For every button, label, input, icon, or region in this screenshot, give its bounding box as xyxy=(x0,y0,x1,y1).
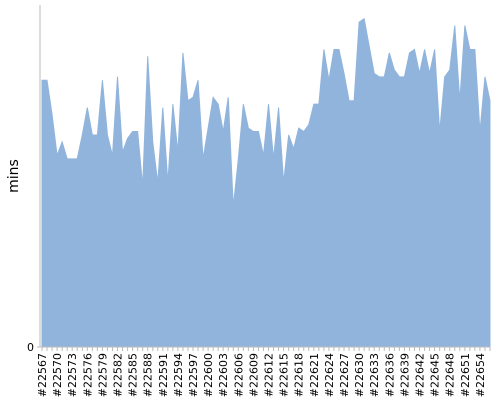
x-tick-label: #22573 xyxy=(66,353,79,397)
x-tick-label: #22642 xyxy=(414,353,427,397)
x-tick-label: #22633 xyxy=(368,353,381,397)
y-axis-label: mins xyxy=(6,159,22,193)
x-tick-label: #22621 xyxy=(308,353,321,397)
x-tick-label: #22594 xyxy=(172,353,185,397)
x-tick-label: #22645 xyxy=(429,353,442,397)
x-tick-label: #22624 xyxy=(323,353,336,397)
area xyxy=(41,17,491,348)
x-tick-label: #22648 xyxy=(444,353,457,397)
x-tick-label: #22603 xyxy=(217,353,230,397)
x-tick-label: #22630 xyxy=(353,353,366,397)
x-tick-label: #22636 xyxy=(383,353,396,397)
x-tick-label: #22585 xyxy=(127,353,140,397)
x-tick-label: #22588 xyxy=(142,353,155,397)
x-tick-label: #22627 xyxy=(338,353,351,397)
x-tick-label: #22606 xyxy=(232,353,245,397)
x-tick-label: #22651 xyxy=(459,353,472,397)
x-tick-label: #22576 xyxy=(81,353,94,397)
x-tick-label: #22591 xyxy=(157,353,170,397)
x-tick-label: #22582 xyxy=(112,353,125,397)
x-tick-label: #22567 xyxy=(36,353,49,397)
x-tick-label: #22639 xyxy=(398,353,411,397)
x-tick-label: #22600 xyxy=(202,353,215,397)
x-tick-label: #22618 xyxy=(293,353,306,397)
x-tick-label: #22615 xyxy=(278,353,291,397)
x-tick-label: #22570 xyxy=(51,353,64,397)
x-tick-label: #22612 xyxy=(263,353,276,397)
y-tick-label: 0 xyxy=(27,341,34,354)
x-tick-label: #22654 xyxy=(474,353,487,397)
x-tick-label: #22597 xyxy=(187,353,200,397)
x-tick-label: #22609 xyxy=(247,353,260,397)
x-tick-label: #22579 xyxy=(96,353,109,397)
